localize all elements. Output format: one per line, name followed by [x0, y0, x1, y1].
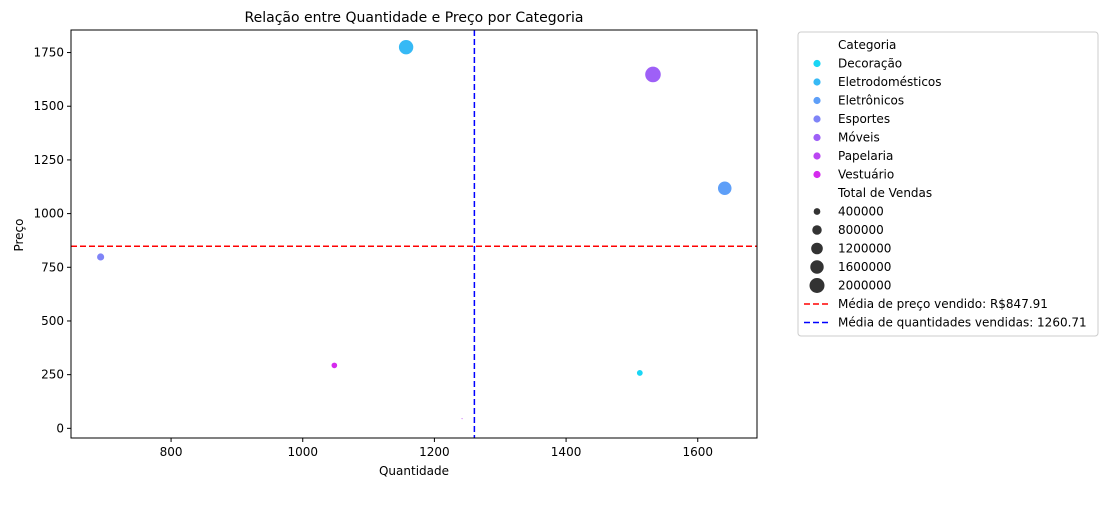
legend-hue-title: Categoria: [838, 38, 896, 52]
x-axis-label: Quantidade: [379, 464, 449, 478]
legend-size-marker: [809, 278, 825, 293]
legend-line-label: Média de quantidades vendidas: 1260.71: [838, 316, 1087, 330]
legend-label: Eletrodomésticos: [838, 75, 942, 89]
y-tick-label: 500: [41, 314, 64, 328]
data-point: [644, 65, 662, 84]
data-point: [398, 39, 415, 56]
data-point: [96, 252, 105, 262]
x-tick-label: 1600: [682, 445, 713, 459]
y-tick-label: 250: [41, 368, 64, 382]
legend-label: Eletrônicos: [838, 94, 904, 108]
legend-size-marker: [812, 225, 822, 235]
x-tick-label: 1200: [419, 445, 450, 459]
x-tick-label: 1000: [287, 445, 318, 459]
legend-size-marker: [811, 242, 823, 255]
legend-label: Decoração: [838, 57, 902, 71]
legend-box: [797, 31, 1099, 337]
x-tick-label: 800: [160, 445, 183, 459]
data-point: [717, 180, 733, 196]
legend-size-marker: [813, 208, 821, 215]
legend-size-label: 1600000: [838, 260, 891, 274]
legend-size-label: 2000000: [838, 279, 891, 293]
y-tick-label: 1000: [33, 207, 64, 221]
y-tick-label: 1750: [33, 46, 64, 60]
legend-line-label: Média de preço vendido: R$847.91: [838, 297, 1048, 311]
legend-marker: [813, 59, 821, 68]
legend-label: Vestuário: [838, 168, 894, 182]
plot-frame: [70, 29, 758, 439]
legend-size-marker: [810, 260, 824, 274]
data-point: [460, 417, 464, 420]
data-point: [330, 361, 338, 370]
legend-label: Papelaria: [838, 149, 893, 163]
legend-marker: [813, 78, 821, 86]
legend-marker: [813, 133, 821, 142]
legend-size-label: 400000: [838, 205, 884, 219]
chart-title: Relação entre Quantidade e Preço por Cat…: [245, 10, 584, 26]
plot-area: 800 1000 1200 1400 1600 0 250 500 750 1000 1250 150…: [33, 29, 758, 459]
y-tick-label: 750: [41, 260, 64, 274]
legend: Categoria Decoração Eletrodomésticos Eletrô…: [797, 31, 1099, 337]
legend-marker: [813, 152, 821, 160]
y-tick-label: 0: [56, 421, 64, 435]
legend-marker: [813, 115, 821, 123]
y-axis-label: Preço: [12, 218, 26, 251]
legend-size-label: 1200000: [838, 242, 891, 256]
legend-marker: [813, 96, 821, 105]
x-tick-label: 1400: [551, 445, 582, 459]
legend-size-label: 800000: [838, 223, 884, 237]
y-tick-label: 1250: [33, 153, 64, 167]
y-tick-label: 1500: [33, 99, 64, 113]
legend-size-title: Total de Vendas: [837, 186, 932, 200]
legend-label: Esportes: [838, 112, 890, 126]
legend-marker: [813, 170, 821, 179]
data-point: [636, 369, 644, 377]
legend-label: Móveis: [838, 131, 880, 145]
